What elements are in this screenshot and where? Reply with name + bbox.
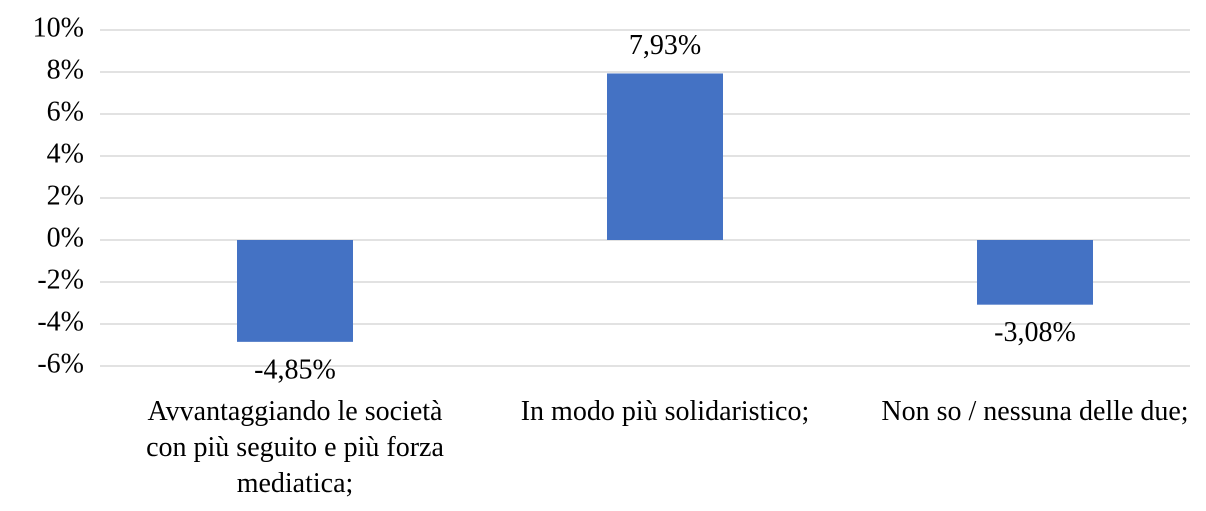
y-tick-label: 0% bbox=[47, 222, 84, 253]
bar bbox=[977, 240, 1093, 305]
data-label: -4,85% bbox=[254, 354, 336, 385]
data-label: -3,08% bbox=[994, 317, 1076, 348]
y-tick-label: 8% bbox=[47, 54, 84, 85]
y-tick-label: -2% bbox=[37, 264, 84, 295]
y-tick-label: -4% bbox=[37, 306, 84, 337]
y-tick-label: 6% bbox=[47, 96, 84, 127]
bar bbox=[607, 73, 723, 240]
x-tick-label: In modo più solidaristico; bbox=[520, 396, 810, 427]
data-label: 7,93% bbox=[629, 30, 701, 61]
x-tick-label: Non so / nessuna delle due; bbox=[881, 396, 1189, 427]
bar bbox=[237, 240, 353, 342]
y-tick-label: 2% bbox=[47, 180, 84, 211]
y-tick-label: 10% bbox=[33, 12, 84, 43]
y-tick-label: -6% bbox=[37, 348, 84, 379]
x-tick-label: Avvantaggiando le società con più seguit… bbox=[146, 396, 444, 499]
y-tick-label: 4% bbox=[47, 138, 84, 169]
